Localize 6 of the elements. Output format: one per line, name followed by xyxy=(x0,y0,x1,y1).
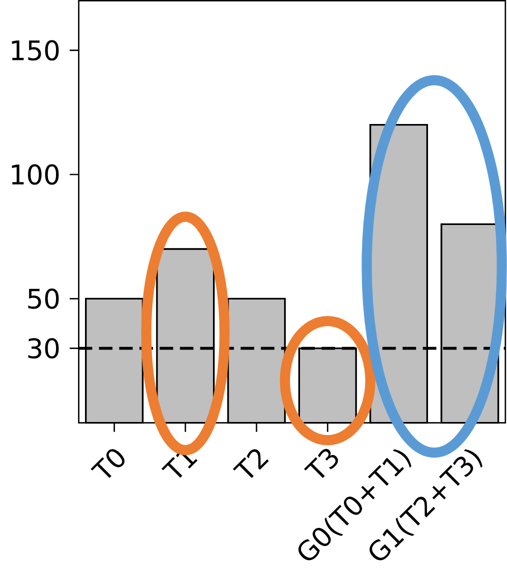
y-tick-label: 150 xyxy=(12,40,59,61)
y-tick-label: 30 xyxy=(28,338,59,359)
y-tick-label: 100 xyxy=(12,164,59,185)
x-tick-label: T2 xyxy=(232,449,269,478)
x-tick-label: T0 xyxy=(90,449,125,478)
y-tick-label: 50 xyxy=(28,288,59,309)
